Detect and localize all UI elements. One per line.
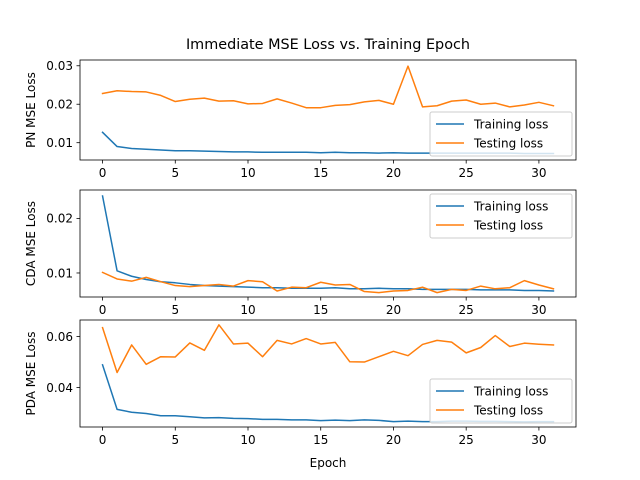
x-tick-label: 20 bbox=[386, 433, 401, 447]
y-axis-label: PN MSE Loss bbox=[24, 72, 38, 148]
legend-box bbox=[429, 378, 573, 424]
x-tick-label: 10 bbox=[240, 166, 255, 180]
x-tick-label: 10 bbox=[240, 433, 255, 447]
x-tick-label: 15 bbox=[313, 433, 328, 447]
x-tick-label: 25 bbox=[459, 166, 474, 180]
x-tick-label: 5 bbox=[171, 166, 179, 180]
x-tick-label: 15 bbox=[313, 303, 328, 317]
x-tick-label: 5 bbox=[171, 303, 179, 317]
series-line-testing bbox=[101, 65, 555, 109]
y-axis-label: CDA MSE Loss bbox=[24, 201, 38, 286]
panel-2: 0 5 10 15 20 25 30 0.04 0.06 PDA MSE Loss Training… bbox=[24, 319, 577, 447]
y-tick-label: 0.04 bbox=[46, 381, 73, 395]
panel-0: 0 5 10 15 20 25 30 0.01 0.02 0.03 PN MSE Loss Train… bbox=[24, 59, 577, 180]
legend-label-testing: Testing loss bbox=[473, 218, 543, 232]
y-tick-label: 0.02 bbox=[46, 98, 73, 112]
x-tick-label: 30 bbox=[531, 166, 546, 180]
legend-label-training: Training loss bbox=[473, 117, 548, 131]
y-tick-label: 0.01 bbox=[46, 266, 73, 280]
legend: Training loss Testing loss bbox=[429, 193, 573, 239]
x-axis-label: Epoch bbox=[310, 456, 347, 470]
legend: Training loss Testing loss bbox=[429, 378, 573, 424]
y-tick-label: 0.06 bbox=[46, 330, 73, 344]
y-axis-label: PDA MSE Loss bbox=[24, 332, 38, 416]
x-tick-label: 30 bbox=[531, 303, 546, 317]
y-tick-label: 0.03 bbox=[46, 59, 73, 73]
legend-box bbox=[429, 193, 573, 239]
x-tick-label: 5 bbox=[171, 433, 179, 447]
series-line-testing bbox=[101, 271, 555, 294]
x-tick-label: 20 bbox=[386, 166, 401, 180]
axes-frame bbox=[79, 319, 577, 428]
y-tick-label: 0.01 bbox=[46, 136, 73, 150]
axes-frame bbox=[79, 59, 577, 161]
figure-title: Immediate MSE Loss vs. Training Epoch bbox=[186, 37, 470, 53]
y-tick-label: 0.02 bbox=[46, 212, 73, 226]
x-tick-label: 25 bbox=[459, 433, 474, 447]
x-tick-label: 10 bbox=[240, 303, 255, 317]
legend-label-testing: Testing loss bbox=[473, 136, 543, 150]
series-line-training bbox=[101, 195, 555, 292]
legend-label-training: Training loss bbox=[473, 199, 548, 213]
x-tick-label: 20 bbox=[386, 303, 401, 317]
x-tick-label: 0 bbox=[99, 433, 107, 447]
x-tick-label: 30 bbox=[531, 433, 546, 447]
x-tick-label: 25 bbox=[459, 303, 474, 317]
axes-frame bbox=[79, 189, 577, 298]
legend-label-training: Training loss bbox=[473, 384, 548, 398]
x-tick-label: 15 bbox=[313, 166, 328, 180]
x-tick-label: 0 bbox=[99, 303, 107, 317]
legend-label-testing: Testing loss bbox=[473, 403, 543, 417]
legend-box bbox=[429, 111, 573, 157]
panel-1: 0 5 10 15 20 25 30 0.01 0.02 CDA MSE Loss Training… bbox=[24, 189, 577, 317]
x-tick-label: 0 bbox=[99, 166, 107, 180]
legend: Training loss Testing loss bbox=[429, 111, 573, 157]
series-line-testing bbox=[101, 324, 555, 374]
